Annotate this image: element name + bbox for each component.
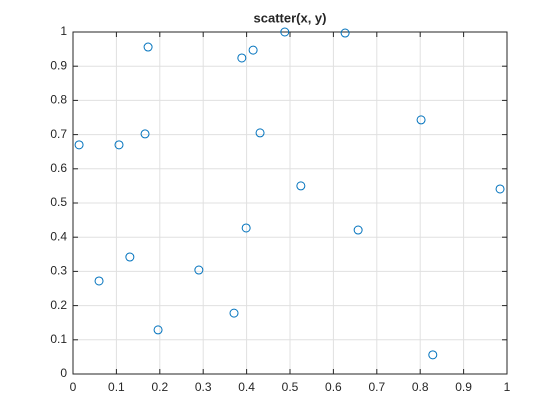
y-tick-label: 1: [60, 24, 67, 38]
point: [255, 128, 265, 138]
point: [194, 265, 204, 275]
y-tick-label: 0.3: [50, 264, 67, 278]
x-tick-label: 0.1: [108, 380, 125, 394]
point: [280, 27, 290, 37]
y-tick-label: 0.7: [50, 127, 67, 141]
point: [74, 140, 84, 150]
y-tick-label: 0: [60, 366, 67, 380]
point: [416, 115, 426, 125]
point: [94, 276, 104, 286]
x-tick-label: 0.3: [195, 380, 212, 394]
point: [428, 350, 438, 360]
y-tick-label: 0.1: [50, 332, 67, 346]
point: [296, 181, 306, 191]
x-tick-label: 1: [504, 380, 511, 394]
point: [140, 129, 150, 139]
y-tick-label: 0.8: [50, 93, 67, 107]
point: [353, 225, 363, 235]
x-tick-label: 0.5: [282, 380, 299, 394]
x-tick-label: 0.9: [455, 380, 472, 394]
axes-box: [72, 31, 508, 375]
point: [495, 184, 505, 194]
point: [237, 53, 247, 63]
point: [143, 42, 153, 52]
x-tick-label: 0.4: [238, 380, 255, 394]
y-tick-label: 0.9: [50, 58, 67, 72]
y-tick-label: 0.5: [50, 195, 67, 209]
point: [340, 28, 350, 38]
point: [248, 45, 258, 55]
x-tick-label: 0.8: [412, 380, 429, 394]
y-tick-label: 0.4: [50, 229, 67, 243]
point: [114, 140, 124, 150]
point: [153, 325, 163, 335]
point: [241, 223, 251, 233]
point: [125, 252, 135, 262]
chart-title: scatter(x, y): [254, 10, 327, 25]
y-tick-label: 0.6: [50, 161, 67, 175]
x-tick-label: 0.2: [151, 380, 168, 394]
x-tick-label: 0.6: [325, 380, 342, 394]
point: [229, 308, 239, 318]
y-tick-label: 0.2: [50, 298, 67, 312]
x-tick-label: 0: [70, 380, 77, 394]
x-tick-label: 0.7: [368, 380, 385, 394]
